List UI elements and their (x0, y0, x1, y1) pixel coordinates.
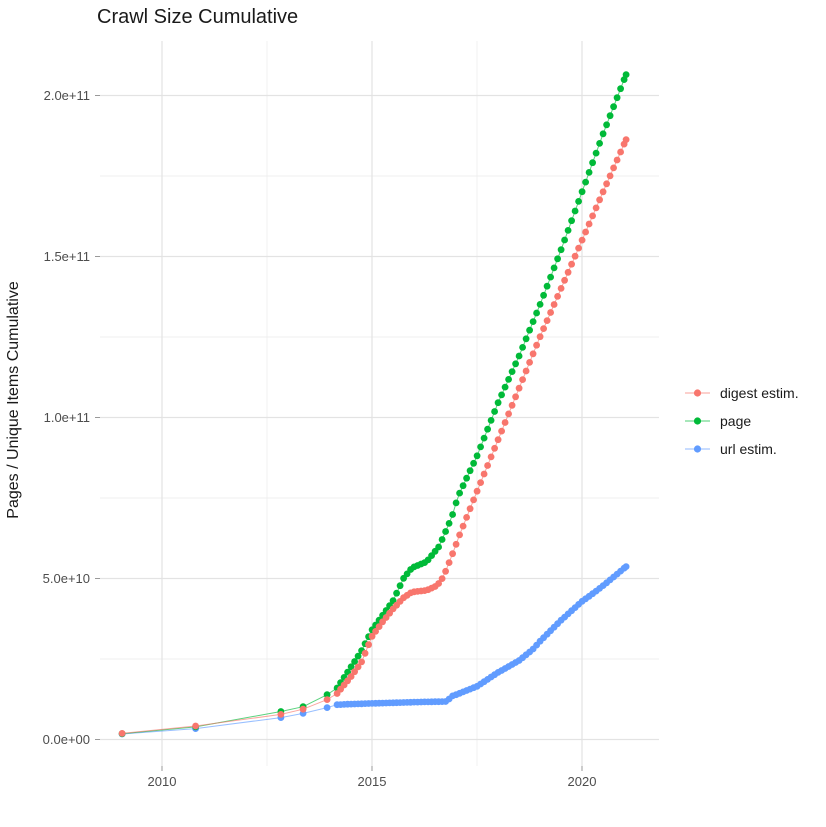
gridlines-major (100, 41, 659, 766)
legend-item-url-estim: url estim. (684, 435, 799, 463)
y-tick-label: 2.0e+11 (43, 88, 90, 103)
series-line-digest-estim- (122, 139, 627, 734)
chart-title: Crawl Size Cumulative (97, 6, 299, 28)
legend-label-url-estim: url estim. (720, 441, 777, 457)
series-line-url-estim- (122, 566, 627, 735)
x-tick-label: 2010 (147, 774, 177, 789)
series-points-digest-estim- (118, 136, 630, 737)
y-tick-label: 0.0e+00 (42, 732, 90, 747)
x-tick-label: 2015 (357, 774, 387, 789)
series-points-url-estim- (118, 563, 630, 738)
legend-key-page-icon (685, 417, 710, 425)
legend-label-digest-estim: digest estim. (720, 385, 799, 401)
legend: digest estim. page url estim. (684, 379, 799, 463)
legend-key-url-estim-icon (685, 445, 710, 453)
y-tick-label: 5.0e+10 (42, 571, 90, 586)
y-tick-label: 1.0e+11 (43, 410, 90, 425)
legend-label-page: page (720, 413, 752, 429)
x-tick-label: 2020 (567, 774, 597, 789)
legend-key-digest-estim-icon (685, 389, 710, 397)
legend-item-page: page (684, 407, 799, 435)
gridlines-minor (100, 41, 659, 766)
axis-tick-marks (95, 95, 583, 771)
series-points (118, 71, 630, 738)
legend-item-digest-estim: digest estim. (684, 379, 799, 407)
y-tick-label: 1.5e+11 (43, 249, 90, 264)
